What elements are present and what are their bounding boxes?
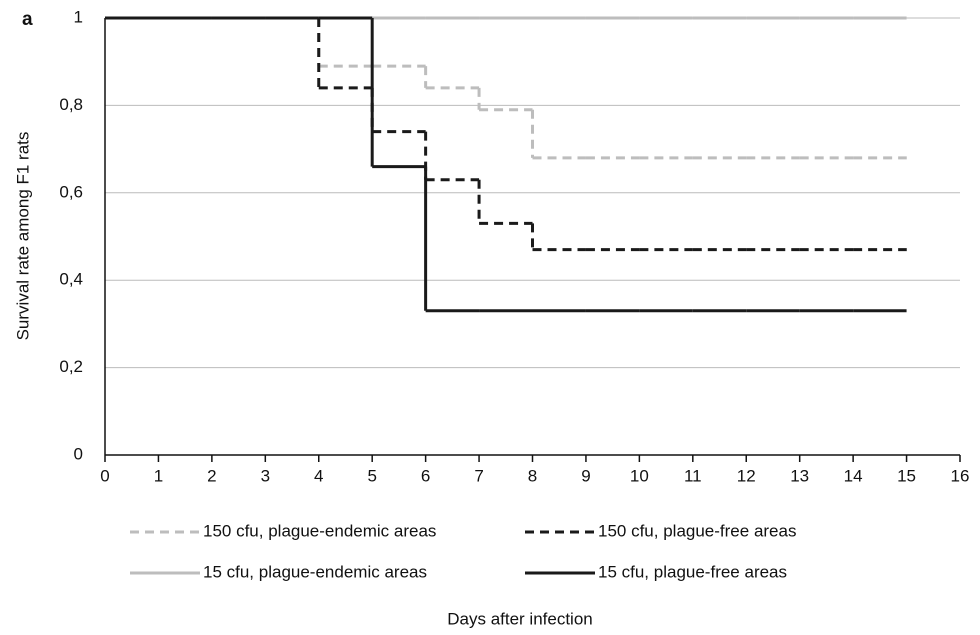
y-axis-label: Survival rate among F1 rats xyxy=(13,132,32,341)
x-tick-label: 8 xyxy=(528,466,537,485)
x-tick-label: 5 xyxy=(367,466,376,485)
x-tick-label: 3 xyxy=(261,466,270,485)
x-tick-label: 15 xyxy=(897,466,916,485)
y-tick-label: 0,6 xyxy=(59,182,83,201)
x-tick-label: 9 xyxy=(581,466,590,485)
x-tick-label: 14 xyxy=(844,466,863,485)
legend-label: 15 cfu, plague-endemic areas xyxy=(203,562,427,581)
x-tick-label: 4 xyxy=(314,466,323,485)
y-tick-label: 0,8 xyxy=(59,95,83,114)
y-tick-label: 1 xyxy=(74,7,83,26)
x-tick-label: 13 xyxy=(790,466,809,485)
legend-label: 15 cfu, plague-free areas xyxy=(598,562,787,581)
x-tick-label: 11 xyxy=(684,466,702,485)
y-tick-label: 0,2 xyxy=(59,357,83,376)
x-tick-label: 0 xyxy=(100,466,109,485)
legend-label: 150 cfu, plague-free areas xyxy=(598,521,796,540)
y-tick-label: 0 xyxy=(74,444,83,463)
y-tick-label: 0,4 xyxy=(59,270,83,289)
x-axis-label: Days after infection xyxy=(447,609,593,628)
x-tick-label: 12 xyxy=(737,466,756,485)
x-tick-label: 7 xyxy=(474,466,483,485)
legend-label: 150 cfu, plague-endemic areas xyxy=(203,521,436,540)
x-tick-label: 6 xyxy=(421,466,430,485)
x-tick-label: 10 xyxy=(630,466,649,485)
x-tick-label: 2 xyxy=(207,466,216,485)
x-tick-label: 16 xyxy=(951,466,970,485)
panel-label: a xyxy=(22,9,33,30)
x-tick-label: 1 xyxy=(154,466,163,485)
